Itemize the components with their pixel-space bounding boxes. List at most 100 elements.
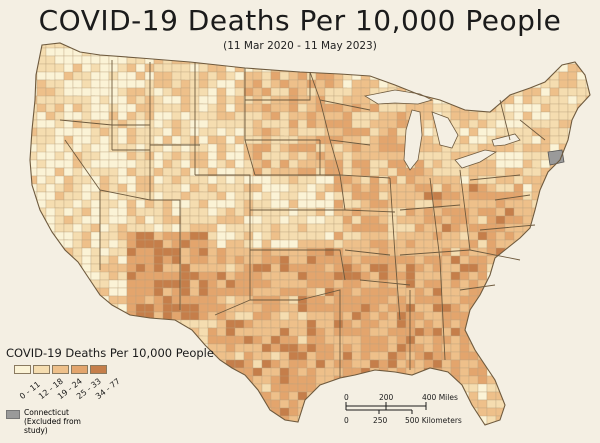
- county-cell: [315, 335, 326, 345]
- county-cell: [360, 79, 371, 89]
- county-cell: [135, 71, 146, 81]
- county-cell: [522, 111, 533, 121]
- county-cell: [513, 63, 524, 73]
- county-cell: [423, 199, 434, 209]
- county-cell: [252, 375, 263, 385]
- county-cell: [351, 359, 362, 369]
- county-cell: [162, 423, 173, 425]
- county-cell: [261, 111, 272, 121]
- county-cell: [513, 343, 524, 353]
- county-cell: [72, 295, 83, 305]
- county-cell: [342, 159, 353, 169]
- county-cell: [504, 79, 515, 92]
- county-cell: [378, 63, 389, 73]
- county-cell: [324, 263, 335, 273]
- county-cell: [189, 271, 200, 281]
- county-cell: [522, 175, 533, 185]
- county-cell: [477, 167, 488, 177]
- county-cell: [351, 271, 362, 281]
- county-cell: [423, 231, 434, 241]
- county-cell: [342, 87, 353, 97]
- county-cell: [153, 63, 164, 73]
- county-cell: [405, 231, 416, 241]
- county-cell: [162, 151, 173, 161]
- county-cell: [441, 87, 452, 97]
- county-cell: [153, 279, 164, 289]
- county-cell: [387, 319, 398, 329]
- county-cell: [81, 215, 92, 225]
- county-cell: [153, 247, 164, 257]
- county-cell: [486, 391, 497, 401]
- county-cell: [549, 279, 564, 289]
- county-cell: [351, 303, 362, 313]
- county-cell: [153, 183, 164, 193]
- county-cell: [198, 143, 209, 153]
- county-cell: [234, 287, 245, 297]
- county-cell: [189, 287, 200, 297]
- county-cell: [540, 135, 551, 145]
- county-cell: [324, 47, 335, 57]
- county-cell: [459, 359, 470, 369]
- county-cell: [531, 239, 546, 249]
- county-cell: [306, 103, 317, 113]
- county-cell: [108, 415, 119, 425]
- county-cell: [225, 375, 236, 385]
- county-cell: [108, 63, 119, 73]
- county-cell: [108, 55, 119, 65]
- county-cell: [315, 423, 326, 425]
- county-cell: [72, 175, 83, 185]
- county-cell: [279, 335, 290, 345]
- county-cell: [30, 287, 42, 297]
- county-cell: [54, 135, 65, 145]
- county-cell: [99, 103, 110, 113]
- county-cell: [558, 383, 569, 393]
- county-cell: [477, 127, 488, 137]
- county-cell: [207, 423, 218, 425]
- county-cell: [576, 135, 590, 148]
- county-cell: [396, 375, 411, 385]
- county-cell: [225, 239, 236, 249]
- county-cell: [198, 175, 209, 185]
- county-cell: [387, 199, 398, 209]
- county-cell: [261, 127, 272, 137]
- county-cell: [378, 271, 389, 281]
- county-cell: [126, 43, 141, 49]
- county-cell: [414, 343, 425, 353]
- county-cell: [189, 119, 200, 129]
- county-cell: [333, 247, 344, 257]
- county-cell: [306, 375, 317, 385]
- county-cell: [153, 127, 164, 137]
- county-cell: [342, 191, 353, 201]
- county-cell: [423, 319, 434, 329]
- county-cell: [576, 327, 587, 337]
- county-cell: [270, 271, 281, 281]
- county-cell: [30, 335, 42, 345]
- county-cell: [396, 231, 407, 241]
- county-cell: [477, 183, 488, 193]
- county-cell: [30, 247, 38, 257]
- county-cell: [162, 175, 173, 185]
- county-cell: [234, 423, 245, 425]
- county-cell: [126, 271, 137, 281]
- county-cell: [486, 343, 497, 353]
- county-cell: [387, 375, 398, 385]
- county-cell: [333, 207, 344, 217]
- county-cell: [477, 375, 488, 385]
- county-cell: [396, 359, 407, 369]
- county-cell: [414, 303, 425, 313]
- county-cell: [252, 239, 263, 249]
- county-cell: [81, 43, 92, 49]
- county-cell: [54, 55, 65, 65]
- county-cell: [414, 183, 425, 193]
- county-cell: [576, 143, 587, 153]
- county-cell: [486, 399, 497, 409]
- county-cell: [216, 47, 231, 60]
- county-cell: [162, 415, 173, 425]
- county-cell: [162, 399, 173, 409]
- county-cell: [126, 71, 137, 81]
- county-cell: [432, 55, 443, 65]
- county-cell: [234, 43, 245, 49]
- county-cell: [306, 143, 317, 153]
- county-cell: [306, 239, 317, 249]
